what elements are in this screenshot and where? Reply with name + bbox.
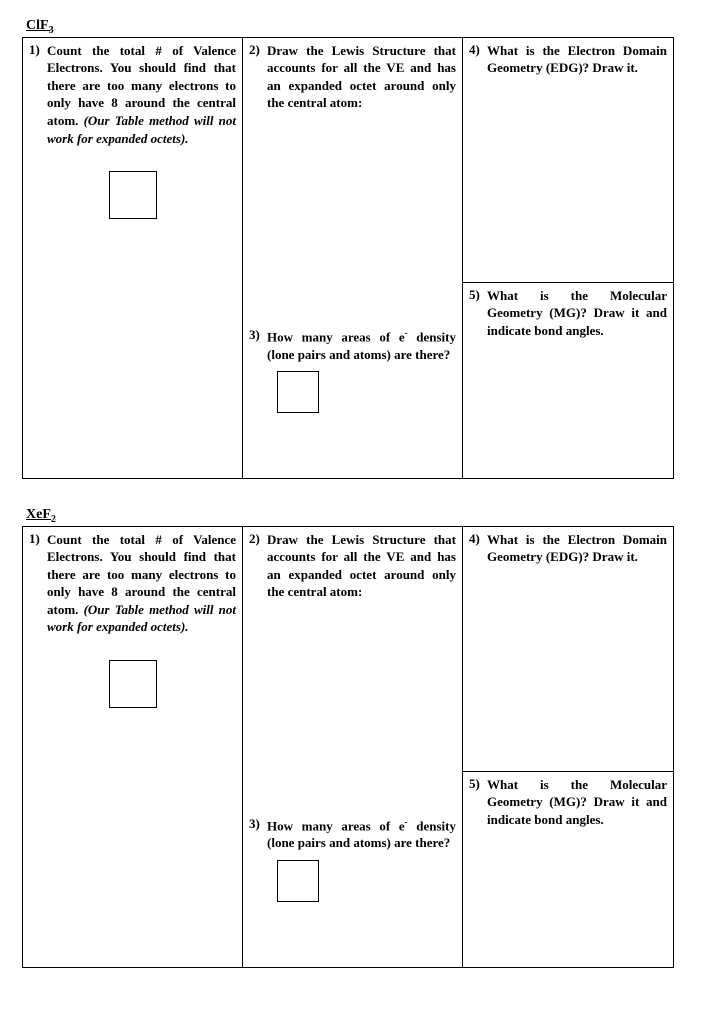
q4-text: What is the Electron Domain Geometry (ED… [487, 42, 667, 77]
q2-number: 2) [249, 531, 267, 601]
q3-number: 3) [249, 327, 267, 363]
q5-text: What is the Molecular Geometry (MG)? Dra… [487, 287, 667, 340]
q3-answer-box[interactable] [277, 371, 319, 413]
q2-number: 2) [249, 42, 267, 112]
q1-answer-box[interactable] [109, 660, 157, 708]
q2-text: Draw the Lewis Structure that accounts f… [267, 531, 456, 601]
q5-number: 5) [469, 776, 487, 829]
q1-text: Count the total # of Valence Electrons. … [47, 42, 236, 147]
q5-text: What is the Molecular Geometry (MG)? Dra… [487, 776, 667, 829]
formula-heading: XeF2 [22, 507, 689, 525]
question-grid: 1) Count the total # of Valence Electron… [22, 526, 674, 968]
question-grid: 1) Count the total # of Valence Electron… [22, 37, 674, 479]
worksheet-section: XeF2 1) Count the total # of Valence Ele… [22, 507, 689, 968]
q2-text: Draw the Lewis Structure that accounts f… [267, 42, 456, 112]
q3-text: How many areas of e- density (lone pairs… [267, 327, 456, 363]
q4-number: 4) [469, 531, 487, 566]
q1-answer-box[interactable] [109, 171, 157, 219]
q1-number: 1) [29, 42, 47, 147]
q3-number: 3) [249, 816, 267, 852]
worksheet-section: ClF3 1) Count the total # of Valence Ele… [22, 18, 689, 479]
q1-text: Count the total # of Valence Electrons. … [47, 531, 236, 636]
formula-heading: ClF3 [22, 18, 689, 36]
q1-number: 1) [29, 531, 47, 636]
q4-text: What is the Electron Domain Geometry (ED… [487, 531, 667, 566]
q3-answer-box[interactable] [277, 860, 319, 902]
q3-text: How many areas of e- density (lone pairs… [267, 816, 456, 852]
q5-number: 5) [469, 287, 487, 340]
q4-number: 4) [469, 42, 487, 77]
